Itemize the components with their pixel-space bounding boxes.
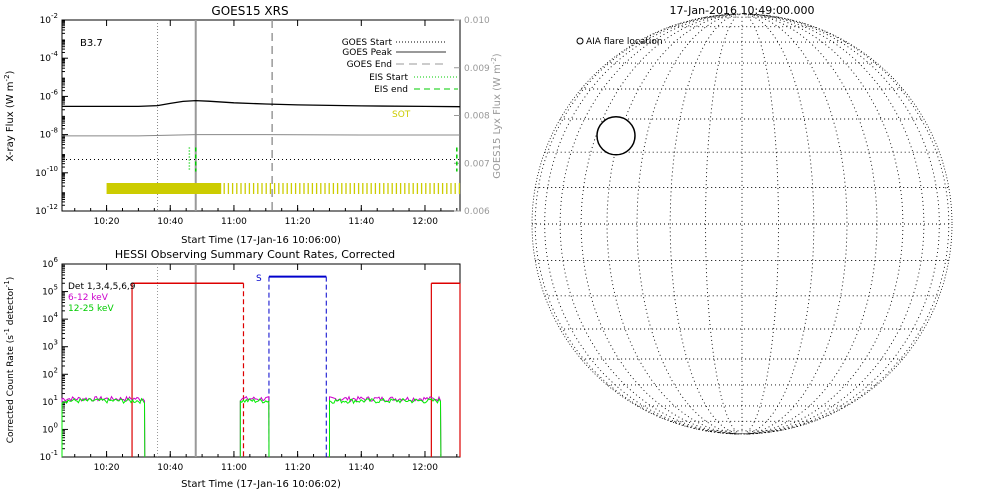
- goes-long-series: [62, 99, 461, 108]
- hessi-12-25-series: [329, 397, 442, 458]
- sun-panel: 17-Jan-2016 10:49:00.000 AIA flare locat…: [531, 4, 953, 435]
- legend-eis-end: EIS end: [374, 85, 408, 95]
- goes-short-series: [62, 134, 460, 137]
- sun-longitude-line: [747, 13, 904, 435]
- aia-flare-backdrop: [597, 116, 635, 155]
- aia-flare-marker: [596, 116, 636, 156]
- goes-y2tick-label: 0.007: [464, 159, 490, 169]
- sun-longitude-line: [580, 13, 737, 435]
- hessi-ytick-label: 100: [42, 421, 58, 435]
- goes-xrs-panel: GOES15 XRS 10:20 10:40 11:00 11:20 11:40 12:0…: [3, 4, 503, 246]
- sun-longitude-line: [705, 13, 741, 435]
- hessi-6-12-series: [329, 395, 442, 458]
- hessi-ytick-label: 104: [42, 311, 58, 325]
- hessi-12-25-series: [239, 398, 270, 458]
- goes-xlabel: Start Time (17-Jan-16 10:06:00): [181, 235, 341, 246]
- goes-class-label: B3.7: [80, 38, 103, 49]
- sun-limb: [531, 13, 953, 435]
- goes-xtick-label: 10:20: [94, 217, 120, 227]
- goes-y2tick-label: 0.008: [464, 112, 490, 122]
- hessi-s-label: S: [256, 274, 262, 284]
- legend-goes-start: GOES Start: [342, 38, 393, 48]
- sun-longitude-line: [748, 13, 940, 435]
- hessi-12-25-series: [61, 397, 146, 458]
- hessi-panel: HESSI Observing Summary Count Rates, Cor…: [3, 248, 461, 490]
- sun-longitude-line: [743, 13, 779, 435]
- goes-y2tick-label: 0.006: [464, 207, 490, 217]
- hessi-plot-frame: [61, 263, 461, 458]
- goes-ytick-label: 10-2: [40, 12, 58, 26]
- hessi-legend-det: Det 1,3,4,5,6,9: [68, 282, 136, 292]
- legend-goes-end: GOES End: [347, 60, 392, 70]
- sun-longitude-line: [744, 13, 815, 435]
- hessi-ylabel: Corrected Count Rate (s-1 detector-1): [3, 277, 16, 444]
- sun-longitude-line: [669, 13, 740, 435]
- hessi-xtick-label: 11:20: [285, 463, 311, 473]
- sun-longitude-line: [559, 13, 736, 435]
- hessi-ytick-label: 105: [42, 284, 58, 298]
- hessi-legend-12-25: 12-25 keV: [68, 304, 114, 314]
- goes-xtick-label: 12:00: [412, 217, 438, 227]
- goes-ylabel: X-ray Flux (W m-2): [3, 70, 16, 161]
- goes-ytick-label: 10-12: [35, 203, 58, 217]
- goes-xtick-label: 11:20: [285, 217, 311, 227]
- hessi-title: HESSI Observing Summary Count Rates, Cor…: [115, 248, 395, 261]
- goes-y2tick-label: 0.010: [464, 16, 490, 26]
- sun-title: 17-Jan-2016 10:49:00.000: [670, 4, 815, 17]
- goes-ytick-label: 10-10: [35, 165, 58, 179]
- goes-legend: GOES Start GOES Peak GOES End EIS Start …: [342, 38, 458, 95]
- goes-ytick-label: 10-6: [40, 88, 59, 102]
- sun-longitude-line: [636, 13, 739, 435]
- goes-y2tick-label: 0.009: [464, 64, 490, 74]
- goes-ytick-label: 10-8: [40, 127, 58, 141]
- hessi-xtick-label: 11:00: [221, 463, 247, 473]
- legend-eis-start: EIS Start: [369, 73, 408, 83]
- aia-legend-circle-icon: [576, 37, 584, 45]
- hessi-ytick-label: 106: [42, 256, 58, 270]
- hessi-ytick-label: 10-1: [40, 449, 58, 463]
- hessi-xtick-label: 12:00: [412, 463, 438, 473]
- legend-goes-peak: GOES Peak: [342, 48, 392, 58]
- hessi-ytick-label: 103: [42, 339, 58, 353]
- sun-longitude-line: [534, 13, 735, 435]
- hessi-legend-6-12: 6-12 keV: [68, 293, 109, 303]
- goes-y2label: GOES15 Lyx Flux (W m-2): [490, 53, 503, 179]
- goes-xtick-label: 11:40: [348, 217, 374, 227]
- sun-longitude-line: [746, 13, 878, 435]
- hessi-xtick-label: 10:20: [94, 463, 120, 473]
- hessi-xtick-label: 10:40: [157, 463, 183, 473]
- aia-legend-label: AIA flare location: [586, 37, 663, 47]
- sot-label: SOT: [392, 110, 411, 120]
- aia-legend: AIA flare location: [576, 37, 663, 47]
- hessi-ytick-label: 101: [42, 394, 58, 408]
- hessi-xtick-label: 11:40: [348, 463, 374, 473]
- hessi-6-12-series: [239, 395, 270, 458]
- sun-longitude-line: [544, 13, 736, 435]
- goes-title: GOES15 XRS: [211, 4, 288, 18]
- hessi-ytick-label: 102: [42, 366, 58, 380]
- goes-xtick-label: 11:00: [221, 217, 247, 227]
- sot-coverage-dense: [106, 183, 222, 194]
- hessi-xlabel: Start Time (17-Jan-16 10:06:02): [181, 479, 341, 490]
- sun-longitude-line: [745, 13, 848, 435]
- goes-ytick-label: 10-4: [40, 50, 59, 64]
- goes-xtick-label: 10:40: [157, 217, 183, 227]
